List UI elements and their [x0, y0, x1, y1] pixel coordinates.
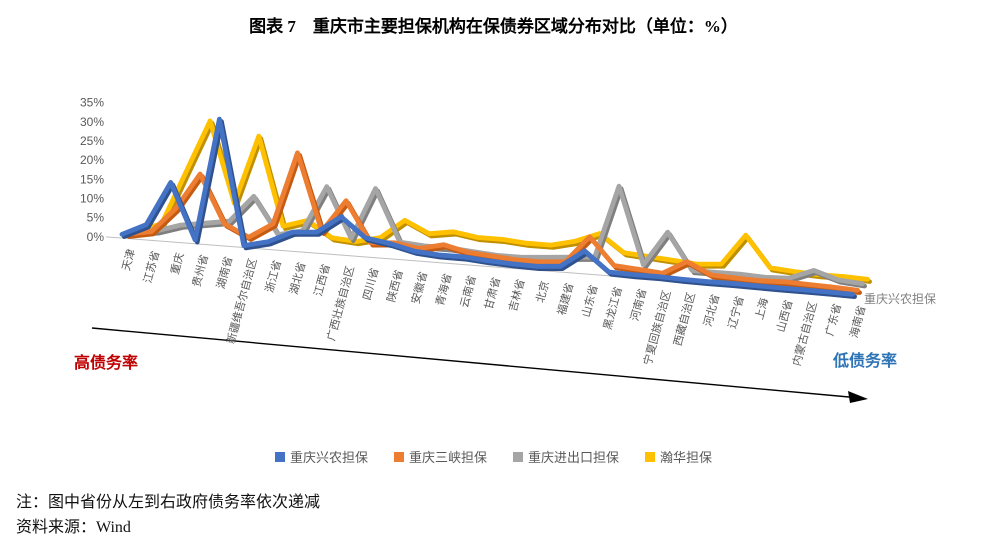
y-tick-label: 20% [80, 153, 104, 167]
footnotes: 注：图中省份从左到右政府债务率依次递减 资料来源：Wind [16, 490, 320, 540]
x-category-label: 贵州省 [190, 253, 211, 288]
legend-label: 重庆进出口担保 [528, 450, 620, 465]
x-category-label: 海南省 [846, 304, 868, 339]
x-category-label: 湖南省 [214, 255, 235, 290]
y-tick-label: 10% [80, 191, 104, 205]
x-category-label: 江西省 [312, 263, 333, 298]
x-category-label: 山西省 [774, 298, 795, 333]
x-category-label: 黑龙江省 [601, 285, 625, 331]
series-line-瀚华担保 [134, 118, 870, 282]
x-category-label: 广东省 [823, 302, 844, 337]
y-tick-label: 35% [80, 96, 104, 110]
note-line: 注：图中省份从左到右政府债务率依次递减 [16, 494, 321, 511]
legend-label: 重庆三峡担保 [408, 450, 487, 465]
series-axis-label: 重庆兴农担保 [864, 292, 937, 306]
x-category-label: 内蒙古自治区 [789, 300, 820, 367]
legend-item-重庆三峡担保: 重庆三峡担保 [393, 447, 487, 466]
x-category-label: 天津 [120, 247, 138, 272]
x-category-label: 甘肃省 [482, 276, 503, 311]
legend-label: 瀚华担保 [660, 450, 713, 465]
x-category-label: 陕西省 [384, 268, 406, 303]
x-category-label: 江苏省 [141, 249, 162, 284]
x-category-label: 西藏自治区 [670, 291, 698, 348]
series-line-重庆兴农担保 [119, 116, 855, 297]
x-category-label: 吉林省 [505, 277, 527, 312]
x-category-label: 福建省 [554, 281, 576, 316]
x-category-label: 湖北省 [287, 261, 308, 296]
chart-legend: 重庆兴农担保 重庆三峡担保 重庆进出口担保 瀚华担保 [0, 447, 987, 466]
y-tick-label: 15% [80, 172, 104, 186]
x-category-label: 上海 [752, 296, 771, 321]
legend-item-重庆兴农担保: 重庆兴农担保 [274, 447, 368, 466]
debt-trend-arrow [91, 327, 861, 399]
chart-title: 图表 7 重庆市主要担保机构在保债券区域分布对比（单位：%） [249, 17, 738, 36]
x-category-label: 浙江省 [263, 259, 284, 294]
x-category-label: 四川省 [360, 266, 381, 301]
legend-marker-icon [645, 451, 656, 462]
legend-marker-icon [393, 451, 404, 462]
x-category-label: 河北省 [701, 293, 722, 328]
series-line-重庆三峡担保 [124, 150, 860, 293]
line-chart-3d: 0%5%10%15%20%25%30%35%天津 江苏省 重庆 贵州省 湖南省新疆维吾尔… [80, 96, 872, 403]
y-tick-label: 30% [80, 115, 104, 129]
y-tick-label: 25% [80, 134, 104, 148]
x-category-label: 辽宁省 [725, 294, 747, 329]
x-category-label: 北京 [533, 279, 552, 304]
legend-marker-icon [274, 451, 285, 462]
x-category-label: 重庆 [167, 251, 186, 276]
x-category-label: 青海省 [432, 272, 454, 307]
legend-item-瀚华担保: 瀚华担保 [645, 447, 712, 466]
x-category-label: 河南省 [628, 287, 649, 322]
y-tick-label: 0% [87, 230, 105, 244]
x-category-label: 山东省 [579, 283, 600, 318]
x-category-label: 安徽省 [408, 270, 430, 305]
legend-marker-icon [513, 451, 523, 462]
x-category-label: 云南省 [458, 274, 479, 309]
y-tick-label: 5% [87, 211, 105, 225]
legend-label: 重庆兴农担保 [289, 450, 368, 465]
source-line: 资料来源：Wind [16, 519, 131, 536]
arrowhead [848, 391, 868, 403]
legend-item-重庆进出口担保: 重庆进出口担保 [513, 447, 619, 466]
series-line-shadow-重庆兴农担保 [121, 119, 857, 299]
high-debt-annotation: 高债务率 [74, 355, 139, 372]
low-debt-annotation: 低债务率 [833, 353, 898, 370]
